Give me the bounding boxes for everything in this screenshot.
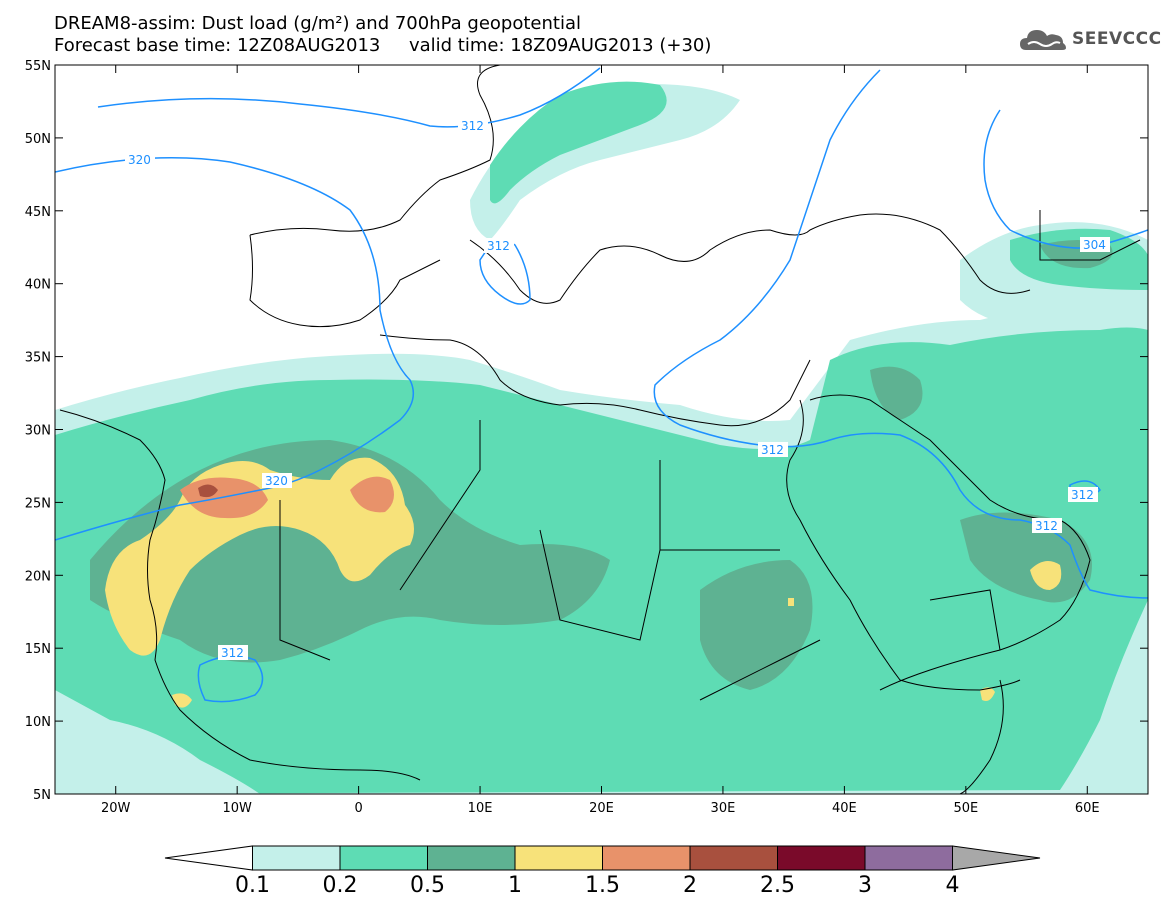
- y-tick-label: 35N: [25, 351, 51, 366]
- y-tick-label: 30N: [25, 424, 51, 439]
- colorbar-label: 0.2: [323, 873, 358, 898]
- contour-label-312-north: 312: [461, 119, 484, 133]
- colorbar-label: 4: [946, 873, 960, 898]
- colorbar-over-arrow: [952, 845, 1041, 871]
- contour-label-320-africa: 320: [265, 474, 288, 488]
- x-tick-label: 50E: [953, 801, 978, 816]
- seevccc-logo: SEEVCCC: [1018, 24, 1162, 54]
- colorbar-segment: [252, 845, 341, 871]
- contour-label-312-oman: 312: [1035, 519, 1058, 533]
- x-tick-label: 30E: [711, 801, 736, 816]
- colorbar-label: 1: [508, 873, 522, 898]
- colorbar: 0.1 0.2 0.5 1 1.5 2 2.5 3 4: [164, 845, 1041, 898]
- dust-level-1: [105, 457, 1062, 708]
- y-tick-label: 20N: [25, 569, 51, 584]
- colorbar-segment: [777, 845, 866, 871]
- contour-labels: 312 320 312 304 312 320 312 312 312: [125, 118, 1110, 660]
- contour-label-312-iran: 312: [1071, 488, 1094, 502]
- y-tick-label: 15N: [25, 642, 51, 657]
- map-title: DREAM8-assim: Dust load (g/m²) and 700hP…: [54, 13, 581, 34]
- x-tick-label: 10W: [222, 801, 252, 816]
- colorbar-under-arrow: [164, 845, 253, 871]
- contour-label-312-italy: 312: [487, 239, 510, 253]
- x-tick-label: 20W: [101, 801, 131, 816]
- y-tick-label: 55N: [25, 59, 51, 74]
- x-tick-label: 60E: [1075, 801, 1100, 816]
- contour-label-304: 304: [1083, 238, 1106, 252]
- y-tick-label: 45N: [25, 205, 51, 220]
- coastlines: [59, 65, 1141, 794]
- colorbar-segment: [514, 845, 603, 871]
- x-axis: 20W 10W 0 10E 20E 30E 40E 50E 60E: [101, 65, 1100, 816]
- colorbar-label: 0.5: [410, 873, 445, 898]
- y-tick-label: 50N: [25, 132, 51, 147]
- colorbar-label: 2.5: [760, 873, 795, 898]
- colorbar-segment: [602, 845, 691, 871]
- contour-label-320-west: 320: [128, 153, 151, 167]
- colorbar-label: 2: [683, 873, 697, 898]
- logo-text: SEEVCCC: [1072, 29, 1162, 49]
- colorbar-label: 3: [858, 873, 872, 898]
- y-tick-label: 10N: [25, 715, 51, 730]
- y-tick-label: 25N: [25, 496, 51, 511]
- cloud-icon: [1020, 30, 1066, 50]
- map-plot-area: 312 320 312 304 312 320 312 312 312: [55, 65, 1148, 794]
- colorbar-segment: [689, 845, 778, 871]
- y-tick-label: 5N: [33, 788, 51, 803]
- y-axis: 55N 50N 45N 40N 35N 30N 25N 20N 15N 10N 5N: [25, 59, 1148, 803]
- x-tick-label: 10E: [468, 801, 493, 816]
- colorbar-label: 1.5: [585, 873, 620, 898]
- x-tick-label: 20E: [589, 801, 614, 816]
- dust-level-2: [198, 484, 218, 498]
- x-tick-label: 0: [354, 801, 362, 816]
- colorbar-segment: [339, 845, 428, 871]
- colorbar-segment: [864, 845, 953, 871]
- colorbar-label: 0.1: [235, 873, 270, 898]
- colorbar-segment: [427, 845, 516, 871]
- x-tick-label: 40E: [832, 801, 857, 816]
- contour-label-312-egypt: 312: [761, 443, 784, 457]
- y-tick-label: 40N: [25, 278, 51, 293]
- map-subtitle: Forecast base time: 12Z08AUG2013 valid t…: [54, 35, 712, 56]
- contour-label-312-senegal: 312: [221, 646, 244, 660]
